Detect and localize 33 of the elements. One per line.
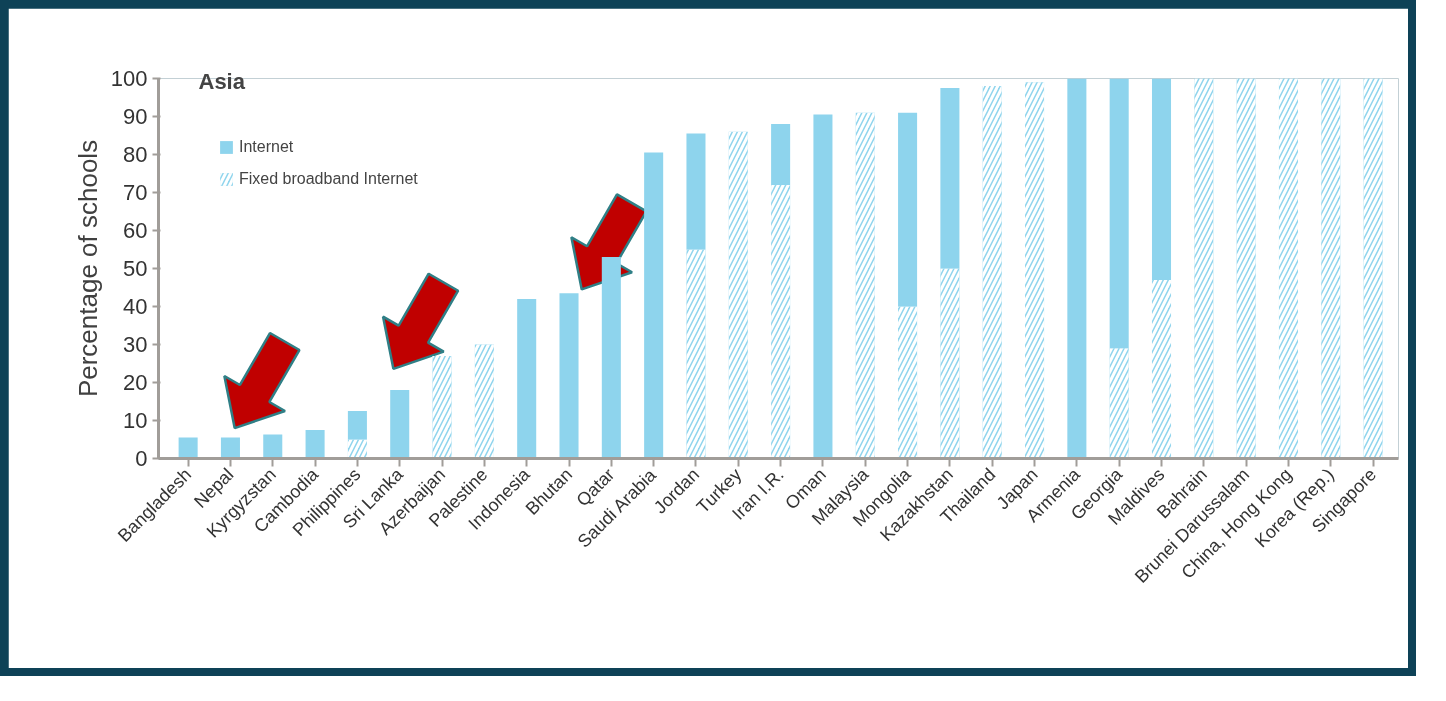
y-tick-label: 70 [123, 180, 148, 205]
bar [771, 124, 791, 185]
y-tick-label: 40 [123, 294, 148, 319]
bar [559, 293, 579, 459]
legend-label: Internet [239, 138, 294, 156]
bar [390, 390, 410, 459]
y-tick-label: 0 [135, 446, 148, 471]
bar [813, 114, 833, 459]
bar [601, 257, 621, 459]
bar [898, 112, 918, 307]
chart-title: Asia [198, 68, 246, 94]
bar [178, 437, 198, 459]
bar [263, 434, 283, 459]
y-tick-label: 50 [123, 256, 148, 281]
bar [686, 133, 706, 250]
bar [1067, 78, 1087, 459]
y-tick-label: 100 [110, 66, 148, 91]
bar [305, 430, 325, 459]
bar [347, 411, 367, 440]
y-tick-label: 80 [123, 142, 148, 167]
bar [940, 88, 960, 269]
y-axis-title: Percentage of schools [72, 139, 103, 398]
bar [644, 152, 664, 459]
bar [1151, 78, 1172, 280]
legend-label: Fixed broadband Internet [239, 170, 418, 188]
bar [220, 437, 240, 459]
y-tick-label: 10 [123, 408, 148, 433]
y-tick-label: 60 [123, 218, 148, 243]
y-tick-label: 30 [123, 332, 148, 357]
y-tick-label: 90 [123, 104, 148, 129]
bar [1109, 78, 1129, 349]
y-tick-label: 20 [123, 370, 148, 395]
bar [517, 298, 537, 459]
